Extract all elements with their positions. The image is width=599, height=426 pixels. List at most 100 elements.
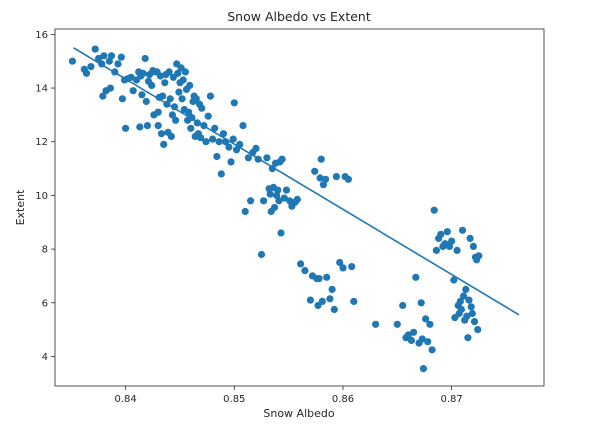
data-point xyxy=(319,298,326,305)
data-point xyxy=(470,243,477,250)
y-tick-label: 16 xyxy=(35,30,48,41)
data-point xyxy=(227,158,234,165)
data-point xyxy=(198,105,205,112)
data-point xyxy=(175,89,182,96)
data-point xyxy=(424,338,431,345)
data-point xyxy=(399,302,406,309)
data-point xyxy=(301,267,308,274)
data-point xyxy=(462,286,469,293)
data-point xyxy=(142,55,149,62)
data-point xyxy=(161,79,168,86)
data-point xyxy=(202,138,209,145)
data-point xyxy=(118,54,125,61)
data-point xyxy=(155,109,162,116)
x-axis: 0.84 0.85 0.86 0.87 xyxy=(115,386,463,405)
data-point xyxy=(294,196,301,203)
y-axis-label: Extent xyxy=(14,189,27,226)
data-point xyxy=(130,87,137,94)
data-point xyxy=(271,204,278,211)
chart-title: Snow Albedo vs Extent xyxy=(227,9,371,24)
data-point xyxy=(350,298,357,305)
x-tick-label: 0.87 xyxy=(441,394,463,405)
data-point xyxy=(348,263,355,270)
data-point xyxy=(187,125,194,132)
data-point xyxy=(394,321,401,328)
data-point xyxy=(274,187,281,194)
data-point xyxy=(333,173,340,180)
y-axis: 46810121416 xyxy=(35,30,55,363)
data-point xyxy=(465,297,472,304)
data-points-layer xyxy=(69,46,483,373)
data-point xyxy=(213,153,220,160)
data-point xyxy=(205,113,212,120)
data-point xyxy=(159,93,166,100)
data-point xyxy=(322,176,329,183)
plot-frame xyxy=(55,29,544,386)
y-tick-label: 10 xyxy=(35,191,48,202)
data-point xyxy=(420,365,427,372)
data-point xyxy=(207,93,214,100)
data-point xyxy=(408,337,415,344)
data-point xyxy=(155,122,162,129)
data-point xyxy=(307,297,314,304)
x-tick-label: 0.86 xyxy=(332,394,354,405)
data-point xyxy=(168,133,175,140)
data-point xyxy=(172,117,179,124)
data-point xyxy=(410,329,417,336)
data-point xyxy=(158,130,165,137)
data-point xyxy=(464,334,471,341)
data-point xyxy=(345,176,352,183)
regression-line xyxy=(73,48,519,315)
data-point xyxy=(180,76,187,83)
data-point xyxy=(119,95,126,102)
data-point xyxy=(242,208,249,215)
data-point xyxy=(239,122,246,129)
data-point xyxy=(247,197,254,204)
x-tick-label: 0.85 xyxy=(223,394,245,405)
data-point xyxy=(297,260,304,267)
data-point xyxy=(448,238,455,245)
data-point xyxy=(412,274,419,281)
data-point xyxy=(467,235,474,242)
data-point xyxy=(258,251,265,258)
data-point xyxy=(252,145,259,152)
data-point xyxy=(143,98,150,105)
x-tick-label: 0.84 xyxy=(115,394,137,405)
trend-line-layer xyxy=(73,48,519,315)
data-point xyxy=(218,170,225,177)
data-point xyxy=(468,303,475,310)
data-point xyxy=(148,82,155,89)
data-point xyxy=(316,275,323,282)
data-point xyxy=(471,318,478,325)
data-point xyxy=(323,274,330,281)
data-point xyxy=(136,123,143,130)
data-point xyxy=(474,326,481,333)
data-point xyxy=(167,95,174,102)
data-point xyxy=(311,168,318,175)
data-point xyxy=(138,91,145,98)
y-tick-label: 8 xyxy=(42,245,48,256)
data-point xyxy=(318,156,325,163)
data-point xyxy=(92,46,99,53)
data-point xyxy=(260,197,267,204)
data-point xyxy=(263,154,270,161)
data-point xyxy=(372,321,379,328)
data-point xyxy=(475,252,482,259)
data-point xyxy=(144,122,151,129)
data-point xyxy=(339,264,346,271)
data-point xyxy=(186,82,193,89)
data-point xyxy=(108,52,115,59)
data-point xyxy=(87,63,94,70)
y-tick-label: 6 xyxy=(42,298,48,309)
data-point xyxy=(182,68,189,75)
data-point xyxy=(122,125,129,132)
data-point xyxy=(431,207,438,214)
data-point xyxy=(209,136,216,143)
x-axis-label: Snow Albedo xyxy=(263,407,334,420)
data-point xyxy=(114,60,121,67)
y-tick-label: 12 xyxy=(35,137,48,148)
data-point xyxy=(279,156,286,163)
data-point xyxy=(418,299,425,306)
data-point xyxy=(267,191,274,198)
